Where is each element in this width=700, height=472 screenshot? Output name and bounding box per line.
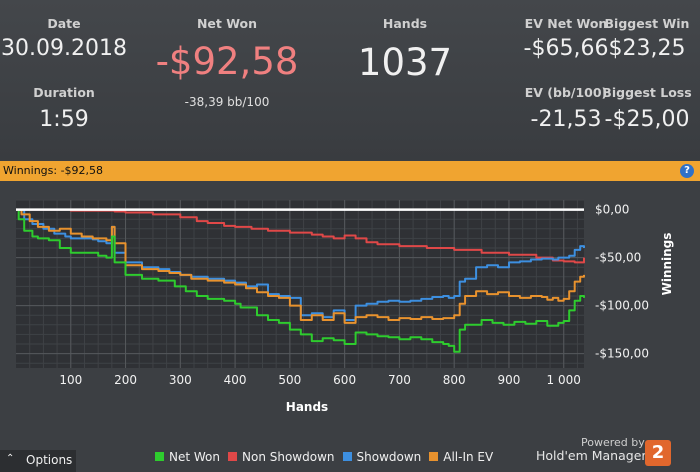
help-icon[interactable]: ? [680, 164, 694, 178]
y-axis-title: Winnings [660, 233, 674, 296]
chevron-up-icon: ⌃ [6, 453, 15, 464]
y-tick-label: -$100,00 [595, 299, 649, 313]
x-axis-title: Hands [286, 400, 328, 414]
winnings-chart: 100 200 300 400 500 600 700 800 900 1 000 $0,00 -$5… [16, 199, 674, 414]
winnings-bar-text: Winnings: -$92,58 [3, 164, 104, 177]
legend-swatch [228, 452, 237, 461]
x-tick-label: 200 [114, 373, 137, 387]
x-tick-label: 100 [59, 373, 82, 387]
x-tick-label: 300 [169, 373, 192, 387]
brand-name: Hold'em Manager [536, 448, 647, 463]
biggest-loss-value: -$25,00 [604, 107, 690, 132]
options-label: Options [26, 453, 73, 467]
legend-swatch [155, 452, 164, 461]
hands-label: Hands [382, 16, 428, 31]
legend-label: All-In EV [443, 450, 494, 464]
series-line-non-showdown [16, 208, 585, 264]
biggest-win-label: Biggest Win [604, 16, 690, 31]
duration-label: Duration [33, 85, 95, 100]
ev-bb100-value: -21,53 [530, 107, 602, 132]
net-won-bb100: -38,39 bb/100 [184, 95, 270, 109]
legend-label: Showdown [356, 450, 422, 464]
x-tick-label: 500 [278, 373, 301, 387]
legend-item[interactable]: Net Won [155, 450, 220, 464]
hands-value: 1037 [357, 41, 453, 84]
options-button[interactable]: ⌃ Options [0, 450, 76, 472]
hm2-logo-icon: 2 [645, 440, 671, 466]
x-tick-label: 600 [333, 373, 356, 387]
legend-label: Net Won [169, 450, 220, 464]
x-tick-label: 800 [443, 373, 466, 387]
legend-swatch [342, 452, 352, 461]
x-tick-label: 700 [388, 373, 411, 387]
plot-area [16, 200, 584, 368]
net-won-label: Net Won [196, 16, 258, 31]
series-line-all-in-ev [16, 208, 585, 324]
legend-swatch [429, 452, 439, 461]
legend-item[interactable]: Non Showdown [228, 450, 335, 464]
y-tick-label: -$150,00 [595, 347, 649, 361]
y-tick-label: $0,00 [595, 203, 629, 217]
biggest-loss-label: Biggest Loss [602, 85, 692, 100]
ev-bb100-label: EV (bb/100) [524, 85, 608, 100]
stats-panel: Date 30.09.2018 Duration 1:59 Net Won -$… [0, 0, 700, 160]
net-won-value: -$92,58 [155, 40, 299, 83]
legend-item[interactable]: All-In EV [429, 450, 493, 464]
chart-legend: Net Won Non Showdown Showdown All-In EV [155, 450, 501, 464]
legend-item[interactable]: Showdown [342, 450, 422, 464]
date-label: Date [47, 16, 81, 31]
powered-by-text: Powered by [581, 436, 645, 449]
y-tick-label: -$50,00 [595, 251, 641, 265]
winnings-bar: Winnings: -$92,58 ? [0, 161, 700, 181]
x-tick-label: 1 000 [547, 373, 581, 387]
ev-net-won-value: -$65,66 [523, 36, 609, 61]
legend-label: Non Showdown [242, 450, 335, 464]
x-tick-label: 900 [498, 373, 521, 387]
duration-value: 1:59 [39, 107, 89, 132]
series-line-net-won [16, 208, 585, 353]
ev-net-won-label: EV Net Won [524, 16, 608, 31]
biggest-win-value: $23,25 [608, 36, 686, 61]
date-value: 30.09.2018 [1, 36, 127, 61]
x-tick-label: 400 [224, 373, 247, 387]
